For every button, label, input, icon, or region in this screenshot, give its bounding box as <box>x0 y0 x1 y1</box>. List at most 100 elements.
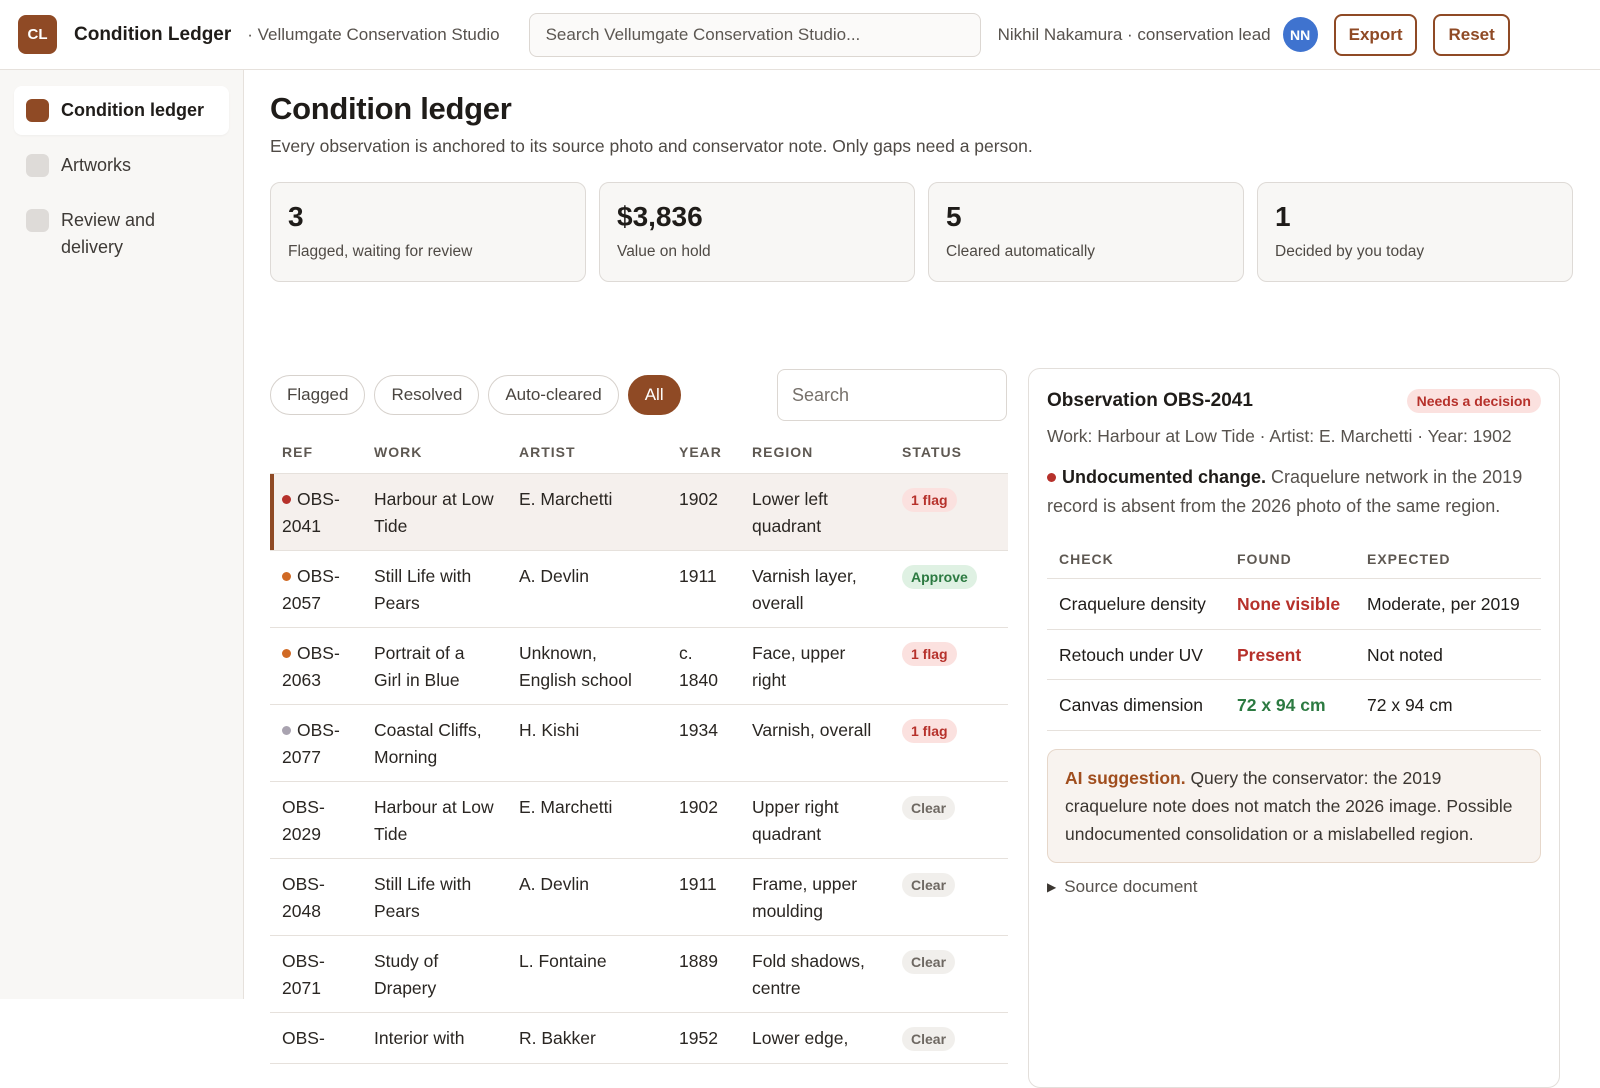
sidebar-item-review-and-delivery[interactable]: Review and delivery <box>14 196 229 272</box>
global-search-input[interactable] <box>528 12 981 57</box>
cell-year: 1911 <box>667 550 740 628</box>
check-name: Canvas dimension <box>1047 679 1225 731</box>
filter-all[interactable]: All <box>627 375 681 415</box>
cell-year: 1902 <box>667 781 740 859</box>
cell-region: Fold shadows, centre <box>740 935 890 1013</box>
filter-flagged[interactable]: Flagged <box>270 375 366 415</box>
column-header[interactable]: REGION <box>740 434 890 474</box>
cell-ref-text: OBS-2029 <box>282 797 325 844</box>
cell-region: Varnish layer, overall <box>740 550 890 628</box>
table-row[interactable]: OBS-2063 Portrait of a Girl in Blue Unknow… <box>270 627 1008 705</box>
cell-ref-text: OBS-2048 <box>282 874 325 921</box>
table-search-input[interactable] <box>777 369 1007 421</box>
source-document-toggle[interactable]: ▶ Source document <box>1047 877 1541 897</box>
cell-artist: L. Fontaine <box>507 935 667 1013</box>
ledger-table: REF WORK ARTIST YEAR REGION STATUS OBS-2041 Ha… <box>270 434 1008 1064</box>
nav-square-icon <box>26 209 49 232</box>
stat-value: 5 <box>946 201 962 232</box>
status-badge: Clear <box>902 796 956 820</box>
cell-region: Lower edge, <box>740 1012 890 1064</box>
column-header[interactable]: STATUS <box>890 434 1008 474</box>
cell-work-text: Still Life with Pears <box>374 566 472 613</box>
ai-suggestion-label: AI suggestion. <box>1065 767 1186 788</box>
filter-auto-cleared[interactable]: Auto-cleared <box>488 375 619 415</box>
sidebar-item-label: Condition ledger <box>61 100 204 120</box>
filter-resolved[interactable]: Resolved <box>374 375 480 415</box>
cell-work-text: Harbour at Low Tide <box>374 797 494 844</box>
avatar[interactable]: NN <box>1282 17 1318 52</box>
cell-status: 1 flag <box>890 473 1008 551</box>
cell-status: 1 flag <box>890 704 1008 782</box>
table-row[interactable]: OBS- Interior with R. Bakker 1952 Lower edge… <box>270 1012 1008 1064</box>
stat-label: Value on hold <box>617 243 711 260</box>
user-label: Nikhil Nakamura · conservation lead <box>997 24 1271 44</box>
detail-title: Observation OBS-2041 <box>1047 390 1253 411</box>
check-expected: Not noted <box>1355 629 1541 680</box>
cell-work: Study of Drapery <box>362 935 507 1013</box>
cell-work-text: Still Life with Pears <box>374 874 472 921</box>
sidebar-item-condition-ledger[interactable]: Condition ledger <box>14 86 229 135</box>
cell-artist: Unknown, English school <box>507 627 667 705</box>
cell-ref: OBS-2029 <box>270 781 362 859</box>
cell-region-text: Frame, upper moulding <box>752 874 858 921</box>
cell-ref: OBS-2063 <box>270 627 362 705</box>
cell-artist-text: E. Marchetti <box>519 489 613 509</box>
cell-artist-text: A. Devlin <box>519 874 590 894</box>
page-subtitle: Every observation is anchored to its sou… <box>270 136 1033 156</box>
cell-work: Still Life with Pears <box>362 550 507 628</box>
table-row[interactable]: OBS-2029 Harbour at Low Tide E. Marchetti 1… <box>270 781 1008 859</box>
change-text: Craquelure network in the 2019 record is… <box>1047 467 1523 516</box>
stat-label: Cleared automatically <box>946 243 1096 260</box>
cell-year-text: 1889 <box>679 951 718 971</box>
cell-artist-text: H. Kishi <box>519 720 580 740</box>
cell-year-text: 1952 <box>679 1028 718 1048</box>
column-header[interactable]: YEAR <box>667 434 740 474</box>
check-row: Retouch under UV Present Not noted <box>1047 629 1541 680</box>
sidebar-item-artworks[interactable]: Artworks <box>14 141 229 190</box>
check-column-header: FOUND <box>1225 543 1355 579</box>
check-expected: Moderate, per 2019 <box>1355 578 1541 630</box>
cell-ref-text: OBS- <box>282 1028 325 1048</box>
cell-year: 1952 <box>667 1012 740 1064</box>
status-badge: Clear <box>902 950 956 974</box>
cell-ref-text: OBS-2063 <box>282 643 340 690</box>
cell-year-text: 1902 <box>679 797 718 817</box>
status-badge: 1 flag <box>902 488 957 512</box>
table-row[interactable]: OBS-2048 Still Life with Pears A. Devlin 19… <box>270 858 1008 936</box>
cell-status: Approve <box>890 550 1008 628</box>
cell-region-text: Fold shadows, centre <box>752 951 865 998</box>
table-row[interactable]: OBS-2077 Coastal Cliffs, Morning H. Kishi 1… <box>270 704 1008 782</box>
ai-suggestion-text: Query the conservator: the 2019 craquelu… <box>1065 767 1513 844</box>
table-row[interactable]: OBS-2057 Still Life with Pears A. Devlin 19… <box>270 550 1008 628</box>
status-badge: Clear <box>902 1027 956 1051</box>
cell-year: c. 1840 <box>667 627 740 705</box>
cell-region-text: Face, upper right <box>752 643 846 690</box>
table-row[interactable]: OBS-2071 Study of Drapery L. Fontaine 1889 F… <box>270 935 1008 1013</box>
cell-year: 1889 <box>667 935 740 1013</box>
change-title: Undocumented change. <box>1062 467 1267 487</box>
reset-button[interactable]: Reset <box>1433 13 1510 56</box>
status-badge[interactable]: Approve <box>902 565 977 589</box>
cell-artist-text: R. Bakker <box>519 1028 596 1048</box>
table-row[interactable]: OBS-2041 Harbour at Low Tide E. Marchetti 1… <box>270 473 1008 551</box>
cell-region: Face, upper right <box>740 627 890 705</box>
cell-year: 1911 <box>667 858 740 936</box>
column-header[interactable]: ARTIST <box>507 434 667 474</box>
column-header[interactable]: REF <box>270 434 362 474</box>
status-badge: Clear <box>902 873 956 897</box>
cell-status: Clear <box>890 858 1008 936</box>
cell-work: Coastal Cliffs, Morning <box>362 704 507 782</box>
cell-ref: OBS-2077 <box>270 704 362 782</box>
severity-dot-icon <box>282 649 291 658</box>
app-title: Condition Ledger <box>74 23 232 45</box>
column-header[interactable]: WORK <box>362 434 507 474</box>
cell-region-text: Upper right quadrant <box>752 797 839 844</box>
observation-detail-panel: Observation OBS-2041 Needs a decision Wo… <box>1028 368 1560 1088</box>
check-found: Present <box>1225 629 1355 680</box>
check-column-header: CHECK <box>1047 543 1225 579</box>
sidebar-item-label: Artworks <box>61 155 132 175</box>
check-row: Canvas dimension 72 x 94 cm 72 x 94 cm <box>1047 679 1541 731</box>
cell-ref: OBS-2057 <box>270 550 362 628</box>
checks-table: CHECK FOUND EXPECTED Craquelure density Non… <box>1047 543 1541 731</box>
export-button[interactable]: Export <box>1333 13 1418 56</box>
